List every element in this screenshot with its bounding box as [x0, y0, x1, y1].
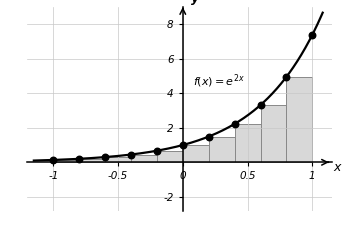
Point — [76, 157, 82, 161]
Point — [310, 33, 315, 37]
Point — [102, 155, 108, 159]
Text: y: y — [190, 0, 199, 5]
Point — [232, 122, 237, 126]
Text: x: x — [333, 161, 340, 174]
Bar — [286, 77, 312, 162]
Point — [51, 158, 56, 162]
Point — [206, 135, 211, 139]
Bar — [105, 157, 131, 162]
Point — [258, 103, 263, 107]
Bar — [209, 137, 235, 162]
Point — [180, 143, 185, 147]
Bar — [79, 159, 105, 162]
Bar — [131, 154, 157, 162]
Point — [128, 153, 134, 156]
Bar — [53, 160, 79, 162]
Bar — [157, 151, 183, 162]
Text: $f(x) = e^{2x}$: $f(x) = e^{2x}$ — [193, 72, 245, 90]
Bar — [183, 145, 209, 162]
Bar — [235, 124, 261, 162]
Point — [154, 149, 160, 153]
Point — [284, 75, 289, 79]
Bar — [261, 105, 286, 162]
